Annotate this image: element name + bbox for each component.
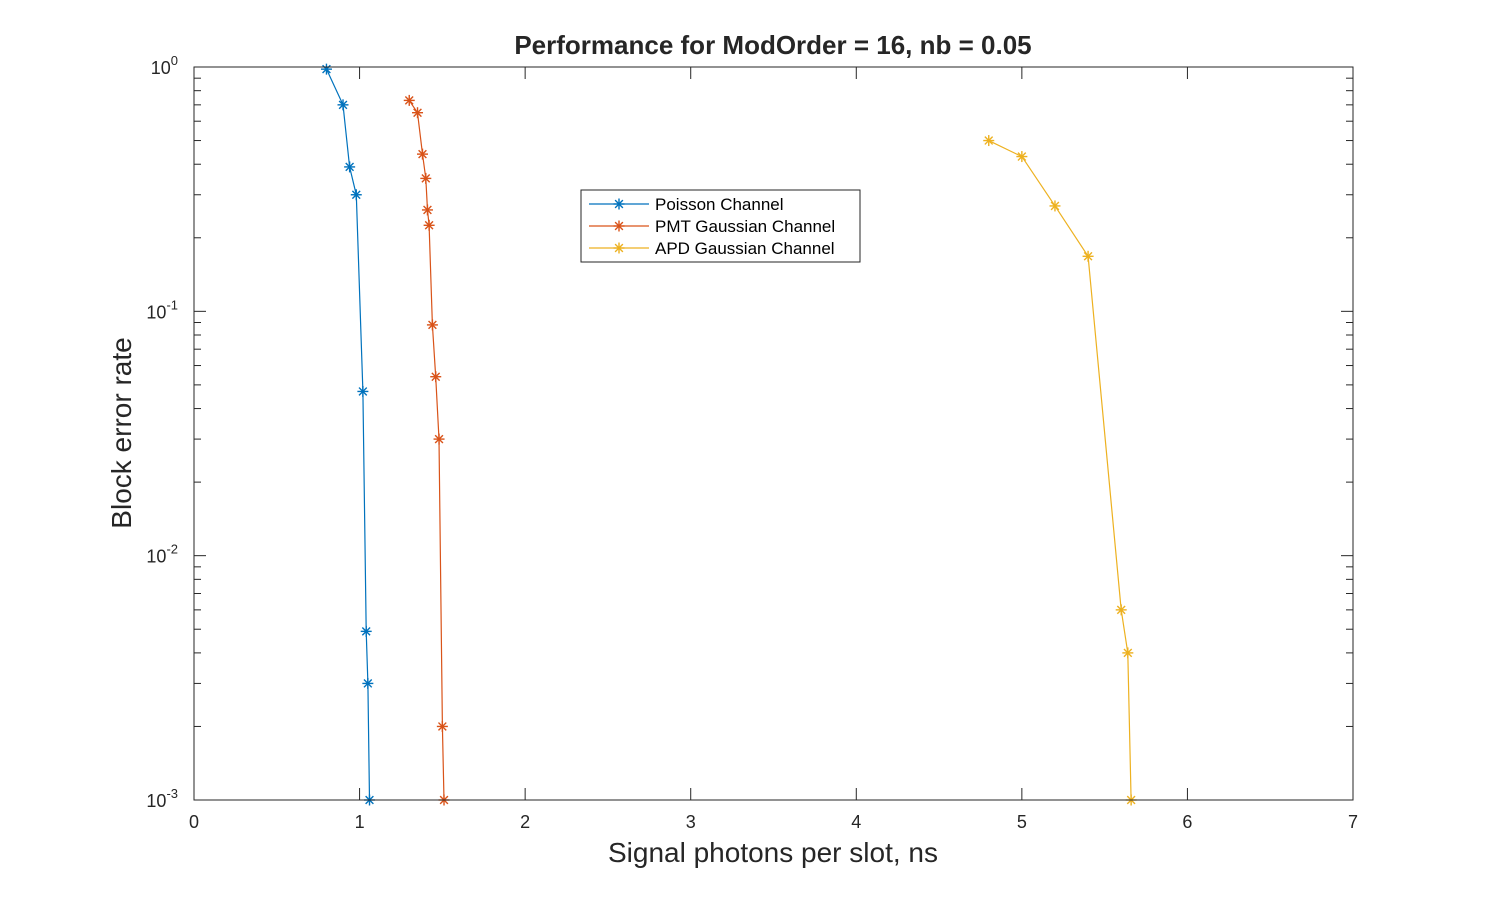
legend-item: Poisson Channel [589,195,784,214]
data-point [1115,604,1127,616]
data-point [423,219,435,231]
data-point [337,99,349,111]
x-tick-label: 6 [1182,812,1192,832]
x-tick-label: 0 [189,812,199,832]
data-point [436,720,448,732]
data-point [416,148,428,160]
data-point [426,319,438,331]
data-point [430,371,442,383]
x-tick-label: 1 [355,812,365,832]
legend-label: PMT Gaussian Channel [655,217,835,236]
axes-box [193,66,1354,801]
y-tick-label: 10-1 [146,297,178,322]
x-tick-label: 2 [520,812,530,832]
data-point [403,94,415,106]
y-axis-label: Block error rate [106,337,137,528]
legend-item: PMT Gaussian Channel [589,217,835,236]
x-tick-label: 7 [1348,812,1358,832]
data-point [1122,647,1134,659]
y-tick-label: 10-2 [146,542,178,567]
data-point [320,63,332,75]
x-tick-label: 5 [1017,812,1027,832]
legend-items: Poisson Channel PMT Gaussian Channel APD G… [589,195,835,258]
series-line [325,68,371,801]
legend-marker [613,242,625,254]
plot-area [194,67,1353,800]
x-tick-label: 4 [851,812,861,832]
data-point [1049,200,1061,212]
legend-marker [613,198,625,210]
legend-marker [613,220,625,232]
data-point [360,625,372,637]
data-point [433,433,445,445]
data-point [357,385,369,397]
y-tick-label: 10-3 [146,786,178,811]
data-point [412,107,424,119]
data-point [362,677,374,689]
data-point [1082,250,1094,262]
x-tick-label: 3 [686,812,696,832]
tick-layer: 0 1 2 3 4 5 6 7 100 10-1 10-2 10-3 [146,53,1358,832]
legend-label: APD Gaussian Channel [655,239,835,258]
data-point [344,161,356,173]
legend-label: Poisson Channel [655,195,784,214]
series-layer [320,63,1137,806]
data-point [983,135,995,147]
chart-title: Performance for ModOrder = 16, nb = 0.05 [514,30,1031,60]
data-point [421,204,433,216]
legend-item: APD Gaussian Channel [589,239,835,258]
x-axis-label: Signal photons per slot, ns [608,837,938,868]
data-point [1016,151,1028,163]
data-point [350,189,362,201]
data-point [420,172,432,184]
y-tick-label: 100 [151,53,178,78]
series-1 [320,63,376,806]
legend: Poisson Channel PMT Gaussian Channel APD G… [580,189,861,263]
